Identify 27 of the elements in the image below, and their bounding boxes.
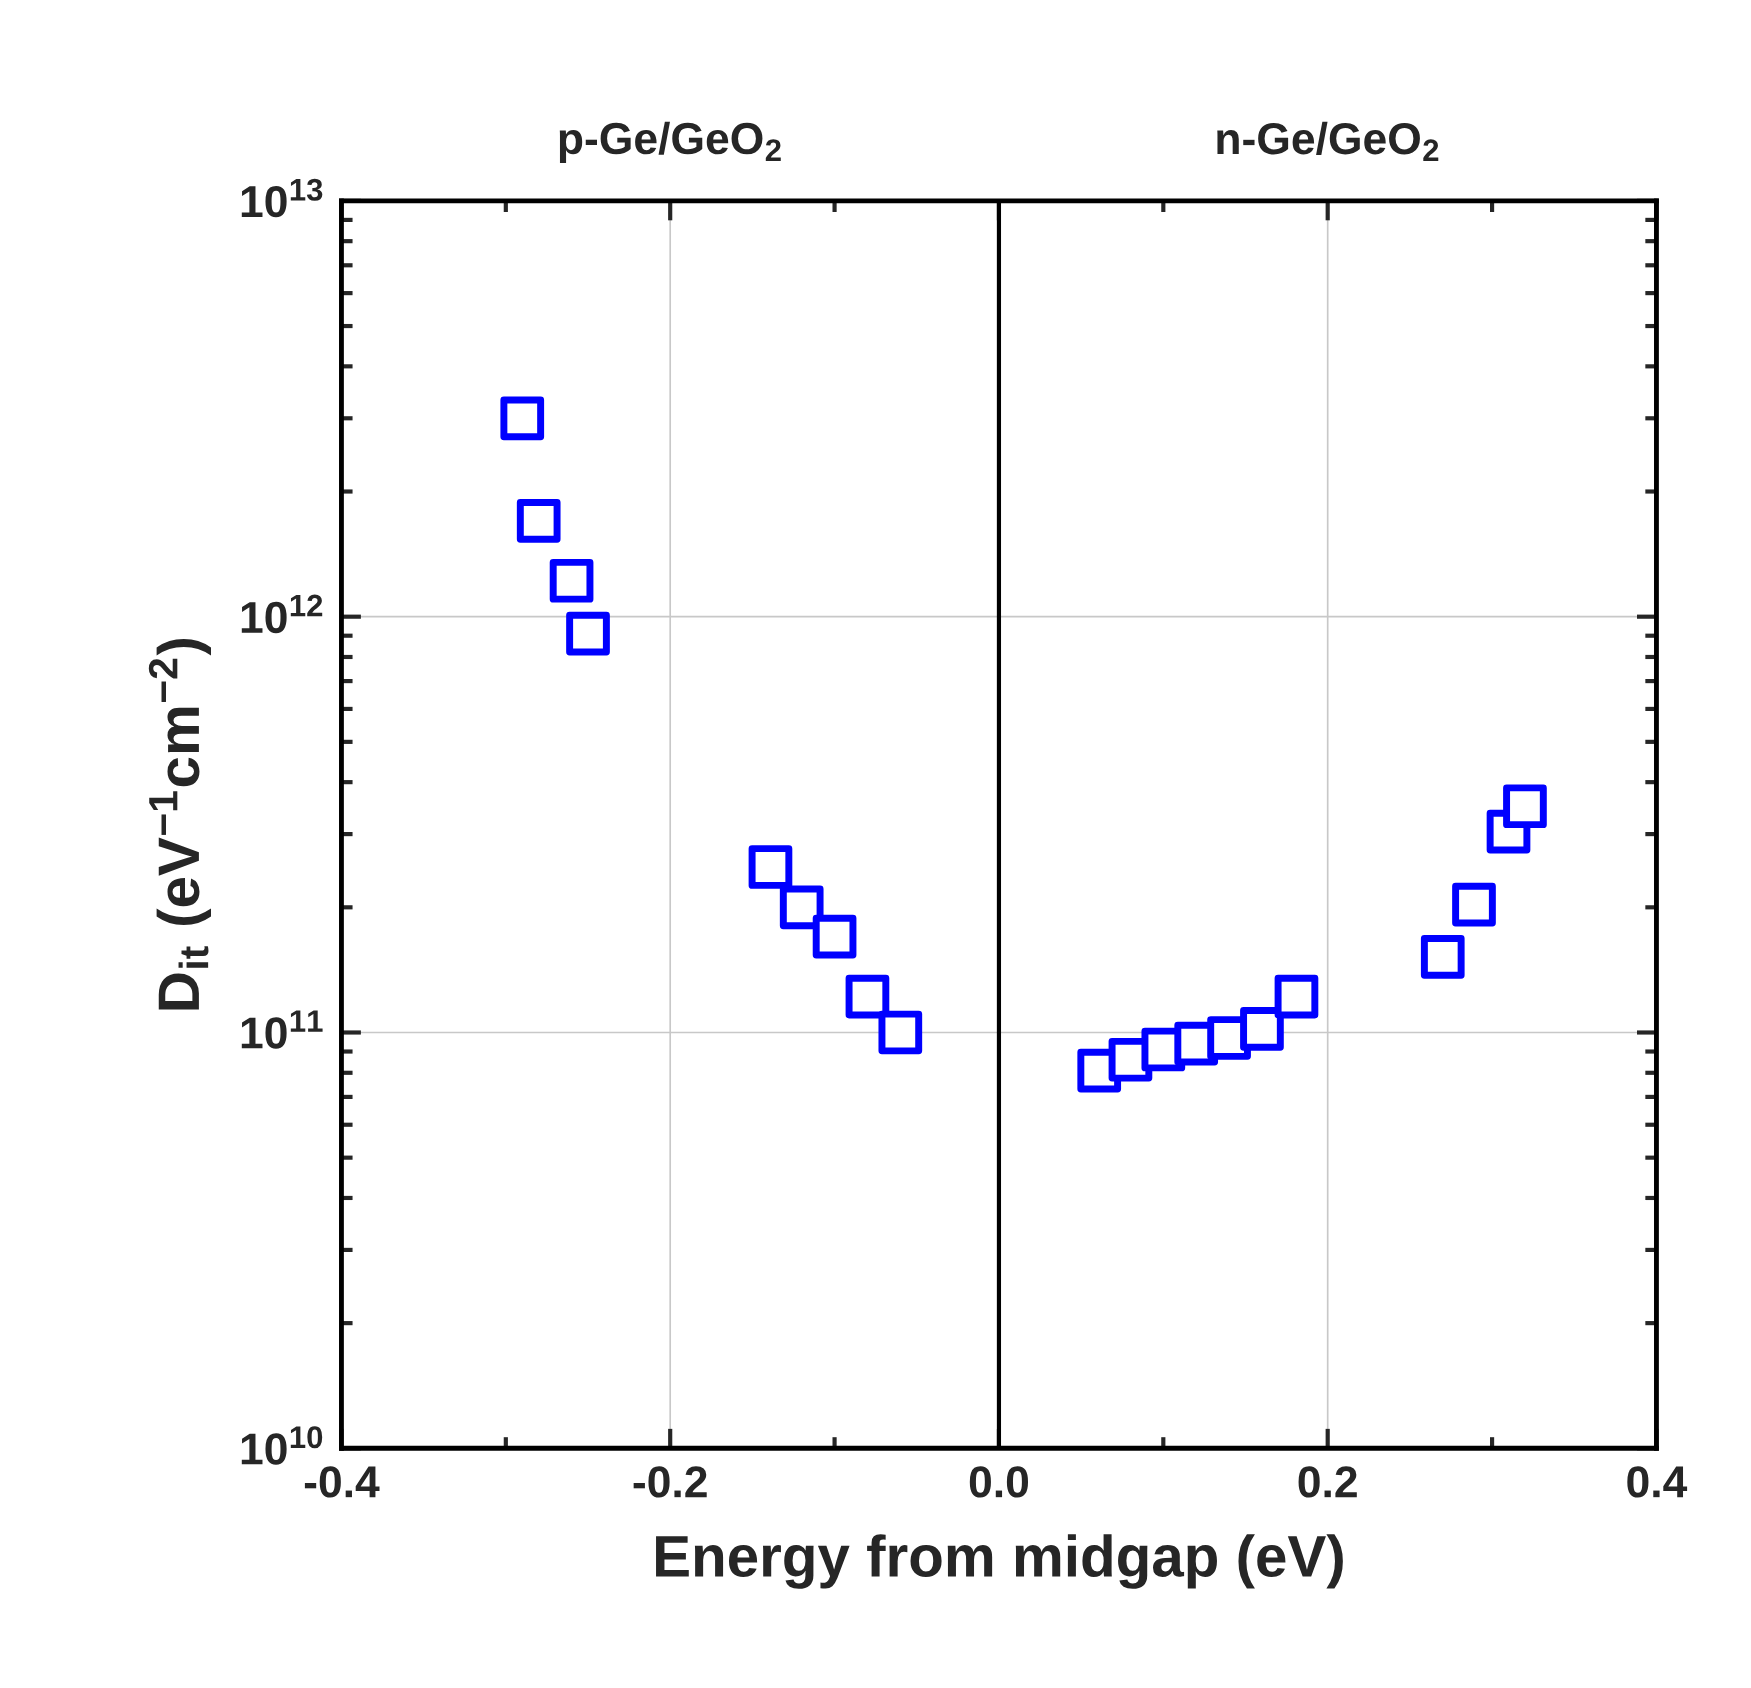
point [1240,1007,1284,1051]
point [566,611,610,656]
y-tick-label: 10$^{10}$ [241,1426,323,1465]
point [779,885,824,930]
y-tick-label: 10$^{13}$ [241,178,323,218]
point [812,914,857,959]
point [516,499,561,543]
point [549,558,594,603]
point [1452,882,1496,927]
x-tick-label: -0.2 [633,1466,707,1498]
x-tick-label: 0.0 [969,1466,1029,1498]
text: p-Ge/GeO$_{2}$ [559,121,781,164]
x-axis-title: Energy from midgap (eV) [656,1534,1343,1589]
point [500,396,545,441]
point [1503,784,1547,829]
point [1420,935,1465,979]
point [1274,974,1319,1019]
point [845,974,890,1019]
x-tick-label: -0.4 [304,1466,380,1498]
y-tick-label: 10$^{12}$ [241,594,323,634]
y-axis-title: D$_{it}$ (eV$^{−1}$cm$^{−2}$) [148,639,211,1010]
x-tick-label: 0.4 [1627,1466,1688,1498]
text: n-Ge/GeO$_{2}$ [1217,121,1439,162]
point [878,1010,923,1055]
x-tick-label: 0.2 [1298,1466,1357,1498]
y-tick-label: 10$^{11}$ [241,1010,323,1049]
point [748,845,793,889]
